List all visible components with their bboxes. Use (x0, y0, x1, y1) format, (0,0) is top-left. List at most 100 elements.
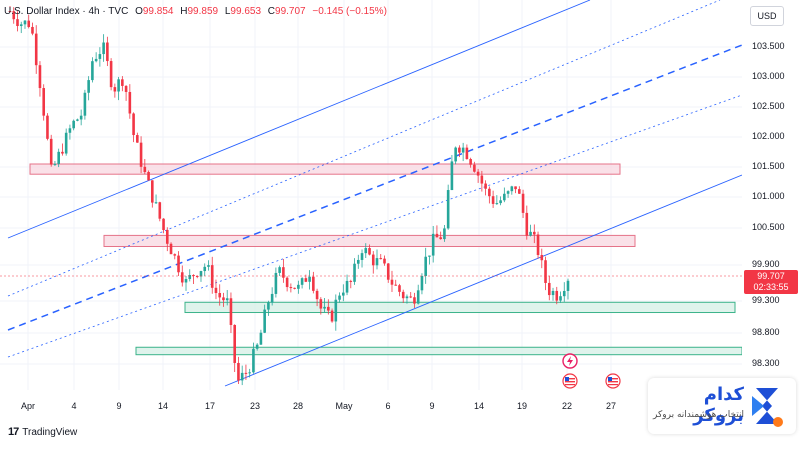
candle (327, 306, 330, 311)
candle (518, 189, 521, 194)
candle (158, 202, 162, 219)
time-tick-label: Apr (20, 401, 36, 411)
candle (371, 254, 375, 266)
candle (225, 298, 229, 301)
candle (23, 20, 27, 25)
candle (375, 258, 379, 266)
candle (192, 274, 195, 277)
candle (315, 290, 319, 300)
candle (203, 266, 207, 272)
candle (113, 87, 117, 92)
close-label: C (267, 6, 276, 17)
candle (547, 282, 551, 296)
price-chart[interactable] (0, 0, 742, 390)
time-tick-label: 14 (473, 401, 485, 411)
candle (401, 291, 405, 299)
candle (386, 263, 390, 280)
low-label: L (224, 6, 231, 17)
candle (297, 284, 300, 289)
candle (308, 276, 311, 282)
symbol-name[interactable]: U.S. Dollar Index · 4h · TVC (4, 6, 129, 17)
price-axis[interactable]: USD 103.500 103.000 102.500 102.000 101.500 1… (742, 0, 800, 420)
lightning-event-icon[interactable] (562, 353, 578, 369)
candle (491, 196, 495, 204)
candle (94, 58, 98, 62)
time-tick-label: 14 (157, 401, 169, 411)
time-tick-label: 22 (561, 401, 573, 411)
time-axis[interactable]: Apr 4 9 14 17 23 28 May 6 9 14 19 22 27 (0, 392, 742, 420)
candle (312, 276, 315, 291)
currency-button[interactable]: USD (750, 6, 784, 26)
time-tick-label: 28 (292, 401, 304, 411)
us-flag-event-icon[interactable] (605, 373, 621, 389)
candle (476, 171, 480, 176)
candle (19, 24, 23, 27)
candle (532, 231, 536, 235)
candle (282, 267, 285, 278)
channel-lower-line (224, 174, 742, 387)
candle (334, 299, 338, 322)
candle (293, 287, 296, 289)
candle (484, 183, 487, 189)
candle (8, 11, 12, 12)
symbol-legend[interactable]: U.S. Dollar Index · 4h · TVC O99.854 H99… (4, 6, 387, 17)
tradingview-footer[interactable]: 17 TradingView (8, 426, 77, 438)
close-value: 99.707 (275, 6, 306, 17)
candle (562, 290, 566, 297)
candle (503, 193, 506, 201)
candle (237, 362, 240, 381)
candle (46, 115, 49, 139)
candle (480, 175, 484, 184)
candle (473, 164, 476, 172)
candle (278, 267, 281, 273)
time-tick-label: 23 (249, 401, 261, 411)
candle (510, 186, 514, 192)
candle (222, 297, 225, 301)
candle (424, 256, 427, 277)
candle (514, 186, 517, 190)
time-tick-label: 6 (385, 401, 391, 411)
price-tick-label: 99.300 (752, 295, 780, 305)
candle (102, 42, 105, 55)
price-tick-label: 103.000 (752, 71, 785, 81)
candle (16, 19, 19, 27)
price-tick-label: 98.800 (752, 327, 780, 337)
candle (353, 263, 356, 282)
candle (195, 276, 199, 278)
candle (199, 271, 203, 277)
candle (431, 233, 435, 256)
time-tick-label: 17 (204, 401, 216, 411)
candle (248, 372, 251, 374)
candle (132, 113, 135, 136)
candle (218, 293, 222, 298)
candle (443, 228, 446, 240)
chart-area[interactable]: U.S. Dollar Index · 4h · TVC O99.854 H99… (0, 0, 742, 390)
time-tick-label: 9 (116, 401, 122, 411)
candle (184, 279, 188, 283)
time-tick-label: 9 (429, 401, 435, 411)
candle (450, 161, 454, 191)
broker-logo-icon (752, 388, 783, 427)
candle (416, 290, 420, 304)
candle (207, 265, 210, 267)
us-flag-event-icon[interactable] (562, 373, 578, 389)
candle (525, 212, 529, 236)
candle (259, 332, 263, 345)
candle (173, 254, 177, 256)
candle (368, 248, 371, 255)
candle (252, 348, 255, 373)
open-label: O (135, 6, 143, 17)
candle (420, 276, 424, 291)
broker-watermark: کدام بروکر انتخاب هوشمندانه بروکر (648, 378, 796, 434)
candle (566, 280, 570, 291)
candle (31, 26, 34, 34)
candle (27, 20, 31, 27)
candle (87, 80, 90, 93)
time-tick-label: 27 (605, 401, 617, 411)
candle (285, 277, 289, 288)
price-tick-label: 103.500 (752, 41, 785, 51)
candle (154, 202, 158, 204)
candle (49, 138, 53, 165)
candle (177, 255, 180, 273)
watermark-subtitle: انتخاب هوشمندانه بروکر (653, 410, 744, 420)
